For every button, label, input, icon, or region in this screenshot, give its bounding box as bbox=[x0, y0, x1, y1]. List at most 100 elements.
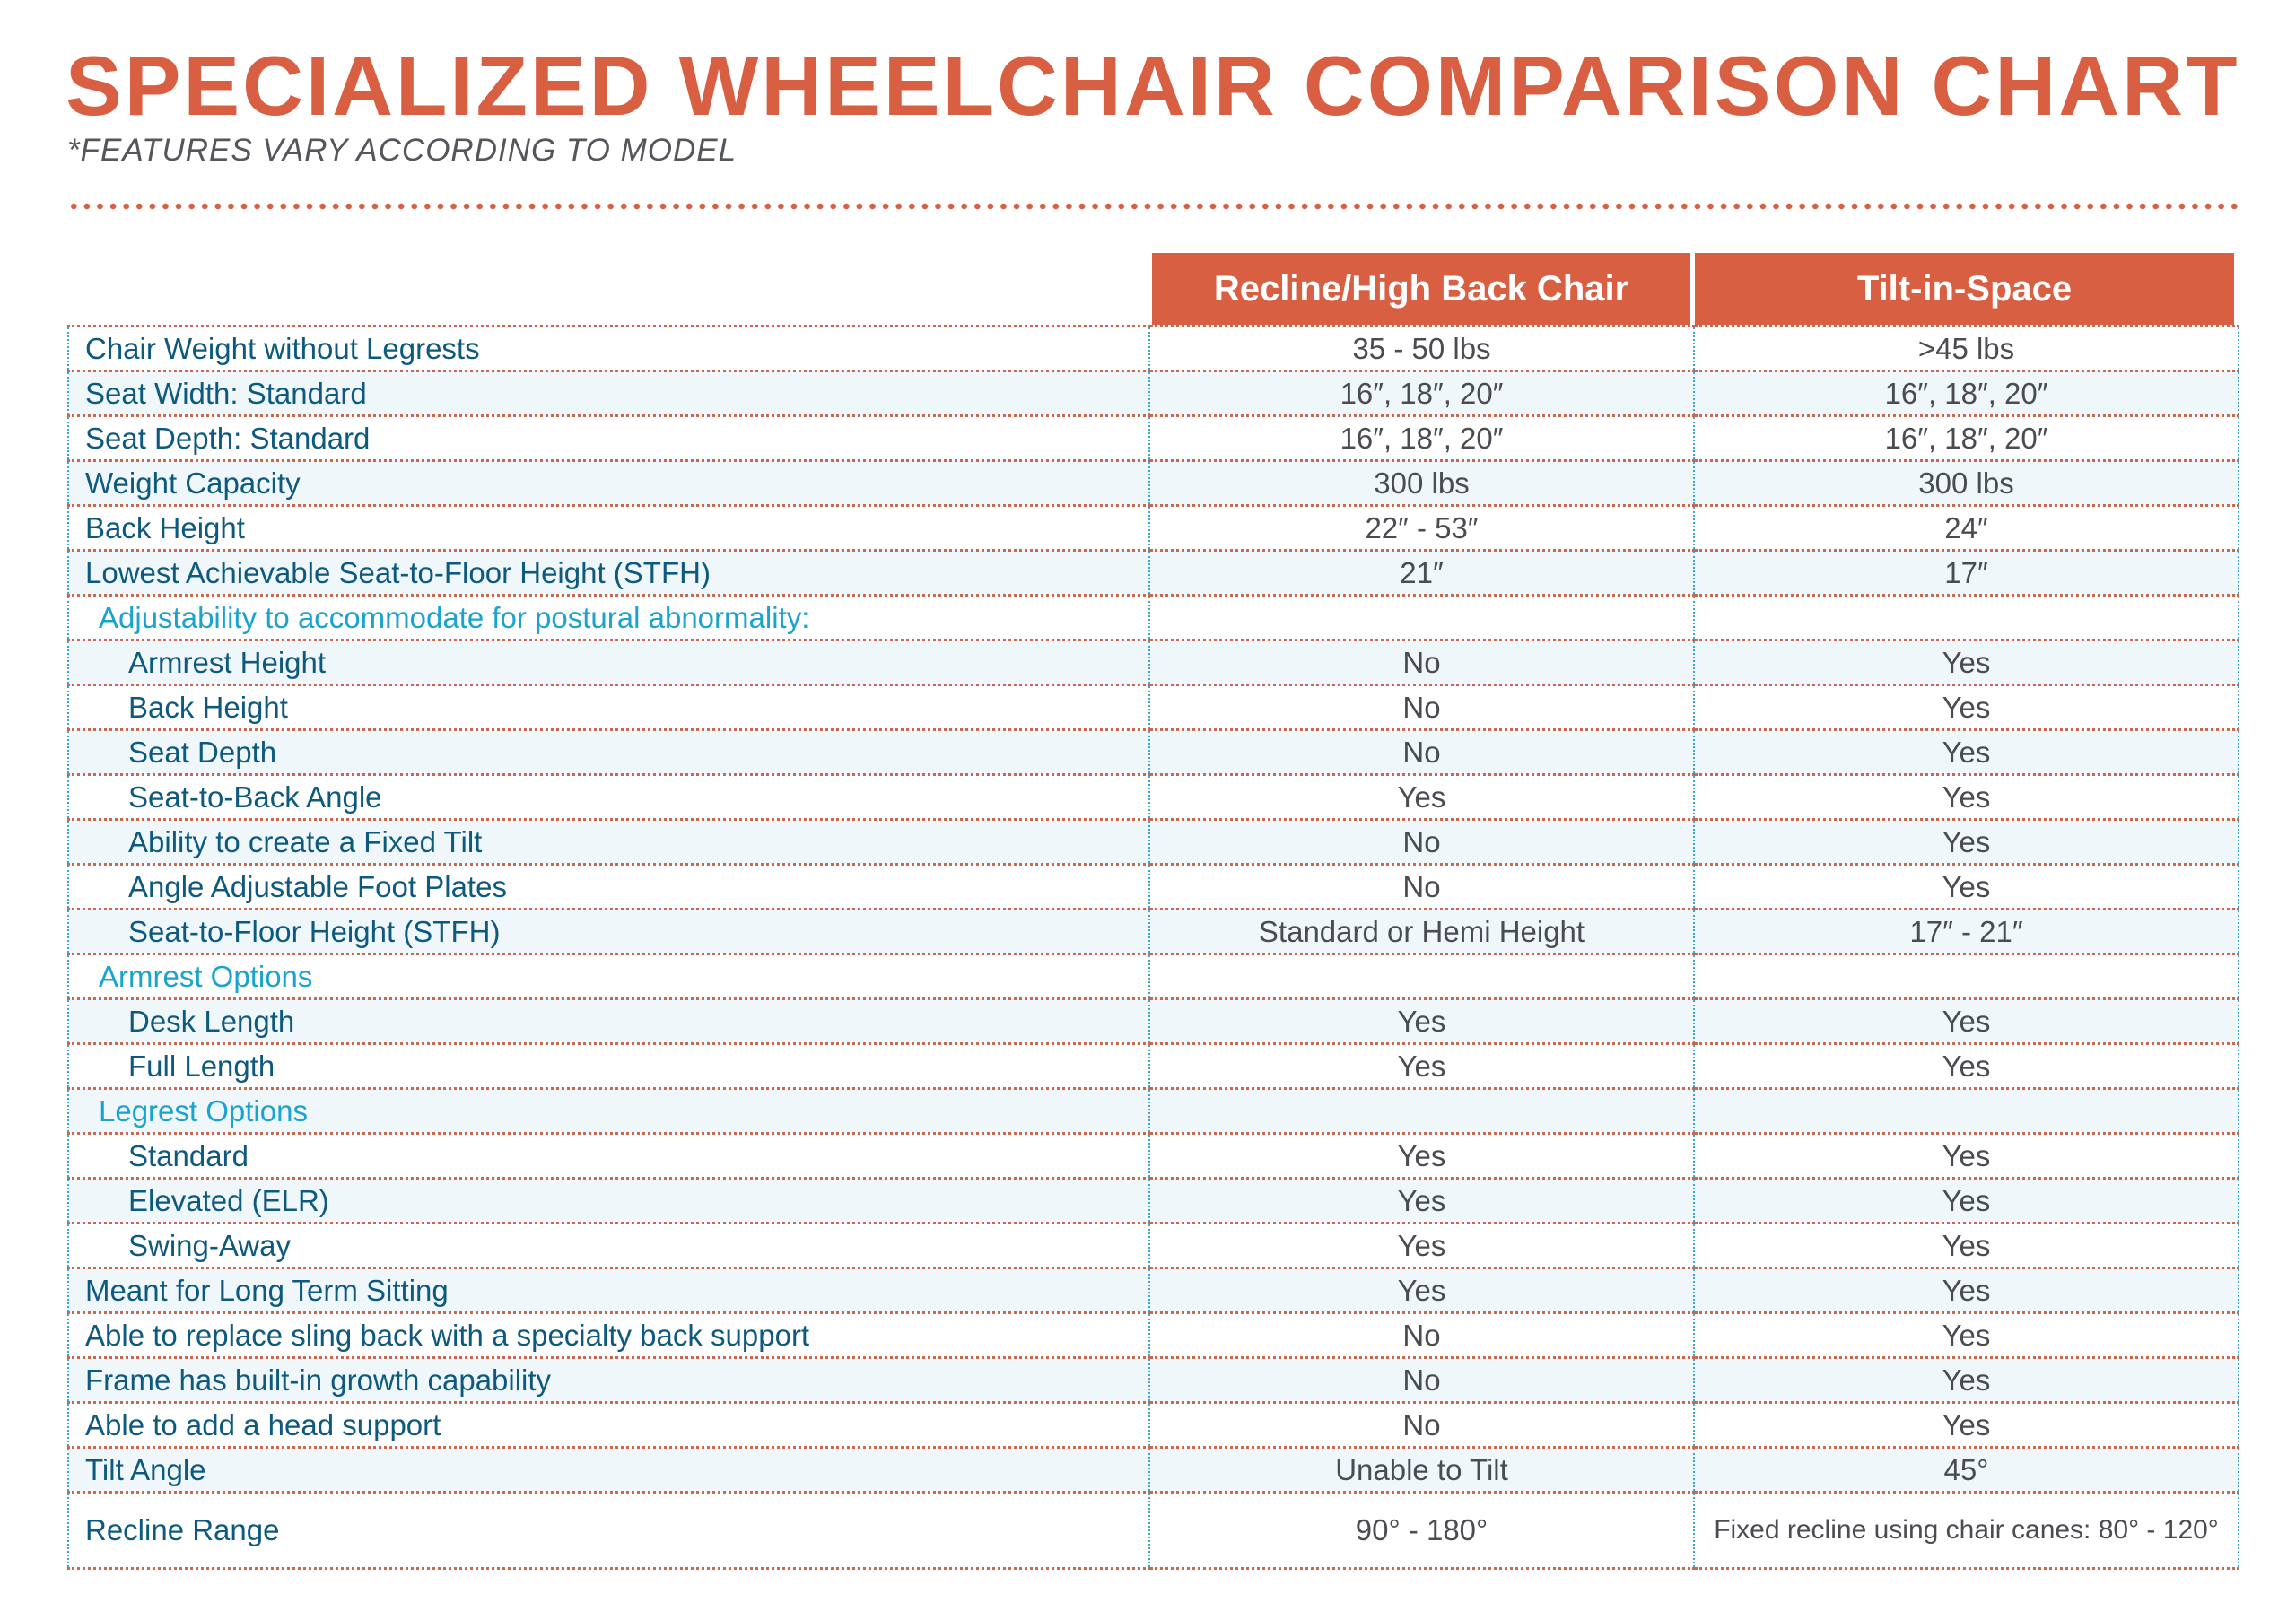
subtitle: *FEATURES VARY ACCORDING TO MODEL bbox=[67, 133, 738, 168]
value-tilt: Yes bbox=[1694, 639, 2239, 685]
feature-label: Frame has built-in growth capability bbox=[67, 1356, 1150, 1403]
feature-label: Full Length bbox=[67, 1042, 1150, 1089]
table-row: Tilt Angle Unable to Tilt 45° bbox=[67, 1446, 2239, 1493]
value-tilt: 24″ bbox=[1694, 504, 2239, 551]
comparison-table: Chair Weight without Legrests 35 - 50 lbs… bbox=[67, 325, 2239, 1570]
value-recline: 300 lbs bbox=[1149, 459, 1695, 506]
value-tilt: Yes bbox=[1694, 684, 2239, 730]
table-row: Frame has built-in growth capability No Ye… bbox=[67, 1356, 2239, 1403]
table-row: Full Length Yes Yes bbox=[67, 1042, 2239, 1089]
section-label: Legrest Options bbox=[67, 1087, 1150, 1134]
value-tilt: 16″, 18″, 20″ bbox=[1694, 370, 2239, 416]
value-recline: Yes bbox=[1149, 1132, 1695, 1179]
column-header-tilt: Tilt-in-Space bbox=[1695, 253, 2234, 325]
table-row: Chair Weight without Legrests 35 - 50 lbs… bbox=[67, 325, 2239, 371]
feature-label: Ability to create a Fixed Tilt bbox=[67, 818, 1150, 865]
value-tilt: Yes bbox=[1694, 1311, 2239, 1358]
feature-label: Standard bbox=[67, 1132, 1150, 1179]
feature-label: Meant for Long Term Sitting bbox=[67, 1267, 1150, 1313]
table-row: Able to add a head support No Yes bbox=[67, 1401, 2239, 1448]
value-tilt: 16″, 18″, 20″ bbox=[1694, 414, 2239, 461]
value-recline: No bbox=[1149, 639, 1695, 685]
value-recline: No bbox=[1149, 1311, 1695, 1358]
value-tilt bbox=[1694, 594, 2239, 640]
value-tilt: Yes bbox=[1694, 1132, 2239, 1179]
feature-label: Seat Depth bbox=[67, 728, 1150, 775]
value-recline: 16″, 18″, 20″ bbox=[1149, 414, 1695, 461]
value-tilt: Yes bbox=[1694, 818, 2239, 865]
feature-label: Tilt Angle bbox=[67, 1446, 1150, 1493]
table-row: Recline Range 90° - 180° Fixed recline usi… bbox=[67, 1491, 2239, 1570]
table-row: Seat Depth No Yes bbox=[67, 728, 2239, 775]
column-header-recline: Recline/High Back Chair bbox=[1152, 253, 1690, 325]
feature-label: Chair Weight without Legrests bbox=[67, 325, 1150, 371]
value-tilt: Yes bbox=[1694, 1177, 2239, 1224]
value-recline: 22″ - 53″ bbox=[1149, 504, 1695, 551]
table-row: Armrest Options bbox=[67, 953, 2239, 999]
value-recline: Yes bbox=[1149, 1267, 1695, 1313]
feature-label: Able to add a head support bbox=[67, 1401, 1150, 1448]
value-recline: No bbox=[1149, 728, 1695, 775]
value-tilt: Yes bbox=[1694, 1042, 2239, 1089]
value-recline: 35 - 50 lbs bbox=[1149, 325, 1695, 371]
value-tilt: Yes bbox=[1694, 1267, 2239, 1313]
feature-label: Seat Depth: Standard bbox=[67, 414, 1150, 461]
table-row: Desk Length Yes Yes bbox=[67, 997, 2239, 1044]
table-row: Weight Capacity 300 lbs 300 lbs bbox=[67, 459, 2239, 506]
table-row: Swing-Away Yes Yes bbox=[67, 1222, 2239, 1268]
value-recline: Standard or Hemi Height bbox=[1149, 908, 1695, 954]
value-tilt: Fixed recline using chair canes: 80° - 1… bbox=[1694, 1491, 2239, 1570]
feature-label: Able to replace sling back with a specia… bbox=[67, 1311, 1150, 1358]
value-tilt: Yes bbox=[1694, 728, 2239, 775]
feature-label: Angle Adjustable Foot Plates bbox=[67, 863, 1150, 910]
value-tilt: >45 lbs bbox=[1694, 325, 2239, 371]
dotted-divider bbox=[67, 203, 2239, 210]
value-recline: Yes bbox=[1149, 773, 1695, 820]
value-recline: No bbox=[1149, 1356, 1695, 1403]
value-recline bbox=[1149, 953, 1695, 999]
value-recline: 21″ bbox=[1149, 549, 1695, 596]
feature-label: Recline Range bbox=[67, 1491, 1150, 1570]
page-title: SPECIALIZED WHEELCHAIR COMPARISON CHART bbox=[65, 39, 2240, 133]
section-label: Armrest Options bbox=[67, 953, 1150, 999]
value-recline: Yes bbox=[1149, 997, 1695, 1044]
table-row: Back Height 22″ - 53″ 24″ bbox=[67, 504, 2239, 551]
value-recline: Unable to Tilt bbox=[1149, 1446, 1695, 1493]
value-recline: Yes bbox=[1149, 1177, 1695, 1224]
feature-label: Swing-Away bbox=[67, 1222, 1150, 1268]
value-tilt: Yes bbox=[1694, 863, 2239, 910]
value-tilt bbox=[1694, 1087, 2239, 1134]
feature-label: Elevated (ELR) bbox=[67, 1177, 1150, 1224]
feature-label: Weight Capacity bbox=[67, 459, 1150, 506]
value-recline bbox=[1149, 1087, 1695, 1134]
value-recline: Yes bbox=[1149, 1042, 1695, 1089]
value-recline: Yes bbox=[1149, 1222, 1695, 1268]
table-row: Lowest Achievable Seat-to-Floor Height (… bbox=[67, 549, 2239, 596]
table-row: Able to replace sling back with a specia… bbox=[67, 1311, 2239, 1358]
table-row: Adjustability to accommodate for postura… bbox=[67, 594, 2239, 640]
table-row: Armrest Height No Yes bbox=[67, 639, 2239, 685]
feature-label: Back Height bbox=[67, 504, 1150, 551]
value-recline: No bbox=[1149, 818, 1695, 865]
feature-label: Desk Length bbox=[67, 997, 1150, 1044]
table-row: Seat-to-Back Angle Yes Yes bbox=[67, 773, 2239, 820]
value-recline: 16″, 18″, 20″ bbox=[1149, 370, 1695, 416]
feature-label: Lowest Achievable Seat-to-Floor Height (… bbox=[67, 549, 1150, 596]
table-row: Angle Adjustable Foot Plates No Yes bbox=[67, 863, 2239, 910]
value-recline bbox=[1149, 594, 1695, 640]
table-row: Legrest Options bbox=[67, 1087, 2239, 1134]
section-label: Adjustability to accommodate for postura… bbox=[67, 594, 1150, 640]
table-row: Ability to create a Fixed Tilt No Yes bbox=[67, 818, 2239, 865]
feature-label: Seat-to-Floor Height (STFH) bbox=[67, 908, 1150, 954]
value-recline: No bbox=[1149, 1401, 1695, 1448]
feature-label: Seat Width: Standard bbox=[67, 370, 1150, 416]
value-recline: No bbox=[1149, 684, 1695, 730]
value-tilt: 17″ bbox=[1694, 549, 2239, 596]
feature-label: Back Height bbox=[67, 684, 1150, 730]
value-recline: 90° - 180° bbox=[1149, 1491, 1695, 1570]
value-tilt bbox=[1694, 953, 2239, 999]
table-row: Meant for Long Term Sitting Yes Yes bbox=[67, 1267, 2239, 1313]
value-tilt: Yes bbox=[1694, 773, 2239, 820]
value-recline: No bbox=[1149, 863, 1695, 910]
table-row: Standard Yes Yes bbox=[67, 1132, 2239, 1179]
